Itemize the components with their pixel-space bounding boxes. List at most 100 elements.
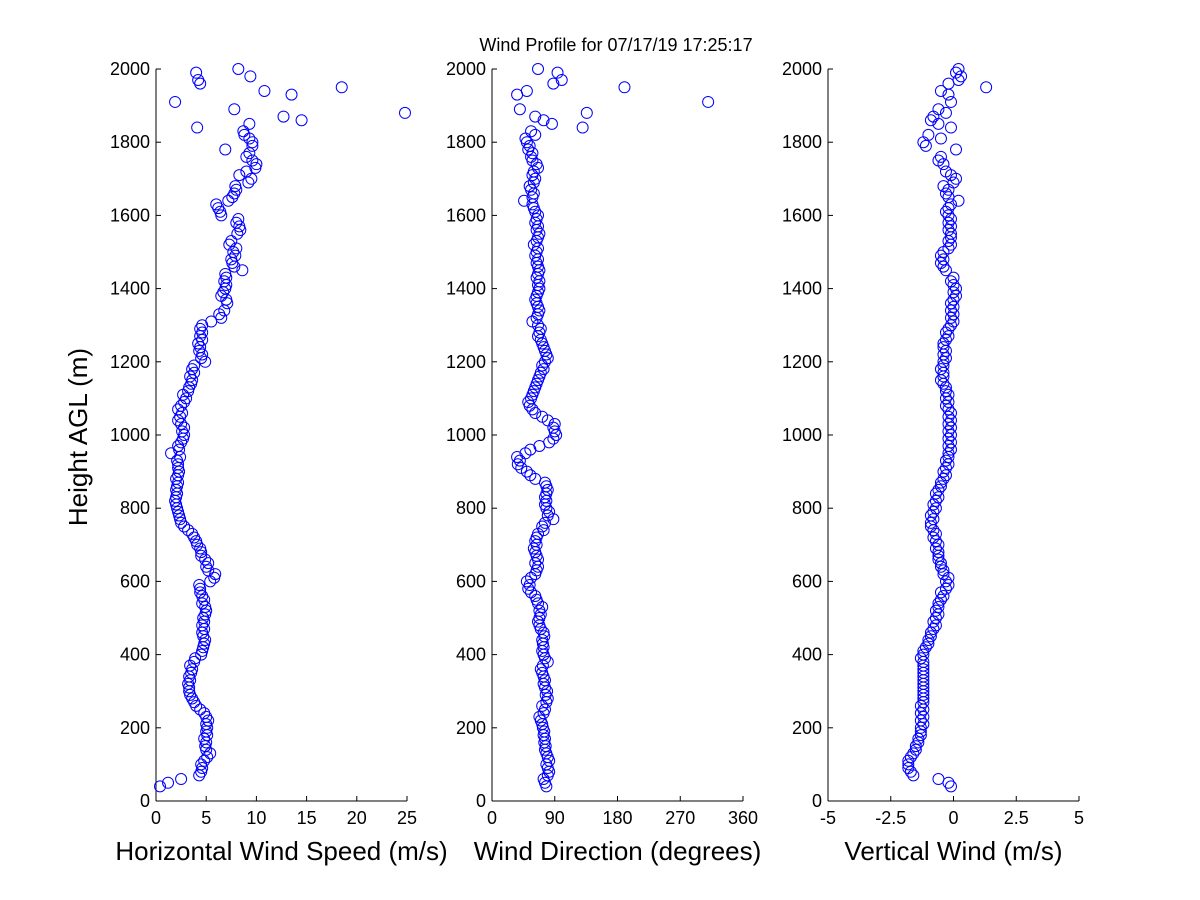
data-point-vertical: [942, 242, 955, 255]
data-point-vertical: [937, 341, 950, 354]
data-point-direction: [538, 630, 551, 643]
data-point-direction: [532, 209, 545, 222]
x-tick-label-vertical: 2.5: [1004, 808, 1029, 828]
data-point-direction: [536, 359, 549, 372]
data-point-direction: [522, 396, 535, 409]
data-point-vertical: [942, 776, 955, 789]
x-tick-label-vertical: -5: [820, 808, 836, 828]
data-point-speed: [172, 505, 185, 518]
data-point-speed: [194, 703, 207, 716]
y-tick-label-speed: 1200: [110, 352, 150, 372]
data-point-vertical: [902, 758, 915, 771]
data-point-vertical: [944, 443, 957, 456]
data-point-vertical: [932, 103, 945, 116]
data-point-vertical: [939, 469, 952, 482]
x-tick-label-speed: 5: [201, 808, 211, 828]
y-tick-label-vertical: 800: [792, 498, 822, 518]
data-point-vertical: [937, 253, 950, 266]
data-point-vertical: [927, 505, 940, 518]
data-point-vertical: [934, 256, 947, 269]
x-axis-label-direction: Wind Direction (degrees): [474, 836, 762, 866]
data-point-speed: [169, 95, 182, 108]
y-tick-label-vertical: 1600: [782, 205, 822, 225]
data-point-speed: [172, 403, 185, 416]
data-point-direction: [537, 626, 550, 639]
data-point-speed: [186, 527, 199, 540]
data-point-speed: [195, 648, 208, 661]
data-point-direction: [532, 253, 545, 266]
data-point-direction: [541, 655, 554, 668]
data-point-speed: [190, 66, 203, 79]
data-point-direction: [580, 106, 593, 119]
data-point-vertical: [944, 780, 957, 793]
x-tick-label-vertical: -2.5: [875, 808, 906, 828]
data-point-vertical: [942, 418, 955, 431]
data-point-speed: [189, 652, 202, 665]
data-point-direction: [526, 147, 539, 160]
data-point-speed: [249, 161, 262, 174]
data-point-vertical: [944, 275, 957, 288]
y-tick-label-vertical: 1800: [782, 132, 822, 152]
data-point-vertical: [939, 333, 952, 346]
data-point-vertical: [904, 765, 917, 778]
data-point-speed: [285, 88, 298, 101]
data-point-vertical: [944, 421, 957, 434]
y-tick-label-speed: 1800: [110, 132, 150, 152]
data-point-vertical: [934, 560, 947, 573]
data-point-vertical: [917, 710, 930, 723]
data-point-speed: [232, 213, 245, 226]
data-point-vertical: [912, 732, 925, 745]
data-point-vertical: [932, 483, 945, 496]
data-point-vertical: [939, 461, 952, 474]
data-point-speed: [199, 553, 212, 566]
data-point-vertical: [939, 385, 952, 398]
data-point-direction: [520, 84, 533, 97]
data-point-vertical: [939, 205, 952, 218]
data-point-speed: [225, 253, 238, 266]
data-point-speed: [175, 773, 188, 786]
data-point-vertical: [950, 66, 963, 79]
x-tick-label-direction: 0: [487, 808, 497, 828]
y-tick-label-vertical: 0: [812, 791, 822, 811]
data-point-speed: [198, 732, 211, 745]
data-point-vertical: [942, 209, 955, 222]
data-point-vertical: [947, 271, 960, 284]
data-point-speed: [277, 110, 290, 123]
data-point-speed: [180, 392, 193, 405]
data-point-vertical: [929, 494, 942, 507]
data-point-vertical: [934, 374, 947, 387]
data-point-direction: [520, 575, 533, 588]
y-tick-label-direction: 1800: [446, 132, 486, 152]
data-point-direction: [529, 172, 542, 185]
y-tick-label-vertical: 400: [792, 645, 822, 665]
data-point-vertical: [939, 326, 952, 339]
data-point-vertical: [942, 224, 955, 237]
data-point-vertical: [927, 615, 940, 628]
data-point-vertical: [934, 150, 947, 163]
data-point-vertical: [932, 546, 945, 559]
data-point-vertical: [944, 407, 957, 420]
data-point-direction: [533, 227, 546, 240]
data-point-speed: [231, 227, 244, 240]
data-point-speed: [228, 103, 241, 116]
data-point-direction: [536, 659, 549, 672]
data-point-speed: [182, 524, 195, 537]
y-tick-label-direction: 200: [456, 718, 486, 738]
data-point-vertical: [939, 165, 952, 178]
data-point-vertical: [942, 396, 955, 409]
data-point-direction: [525, 125, 538, 138]
data-point-vertical: [939, 344, 952, 357]
x-tick-label-direction: 360: [728, 808, 758, 828]
data-point-direction: [533, 275, 546, 288]
data-point-speed: [221, 297, 234, 310]
y-tick-label-speed: 1600: [110, 205, 150, 225]
data-point-vertical: [934, 132, 947, 145]
data-point-speed: [246, 136, 259, 149]
data-point-direction: [518, 194, 531, 207]
data-point-vertical: [939, 187, 952, 200]
data-point-vertical: [934, 84, 947, 97]
data-point-vertical: [929, 487, 942, 500]
data-point-speed: [171, 454, 184, 467]
data-point-speed: [175, 399, 188, 412]
y-tick-label-direction: 1000: [446, 425, 486, 445]
